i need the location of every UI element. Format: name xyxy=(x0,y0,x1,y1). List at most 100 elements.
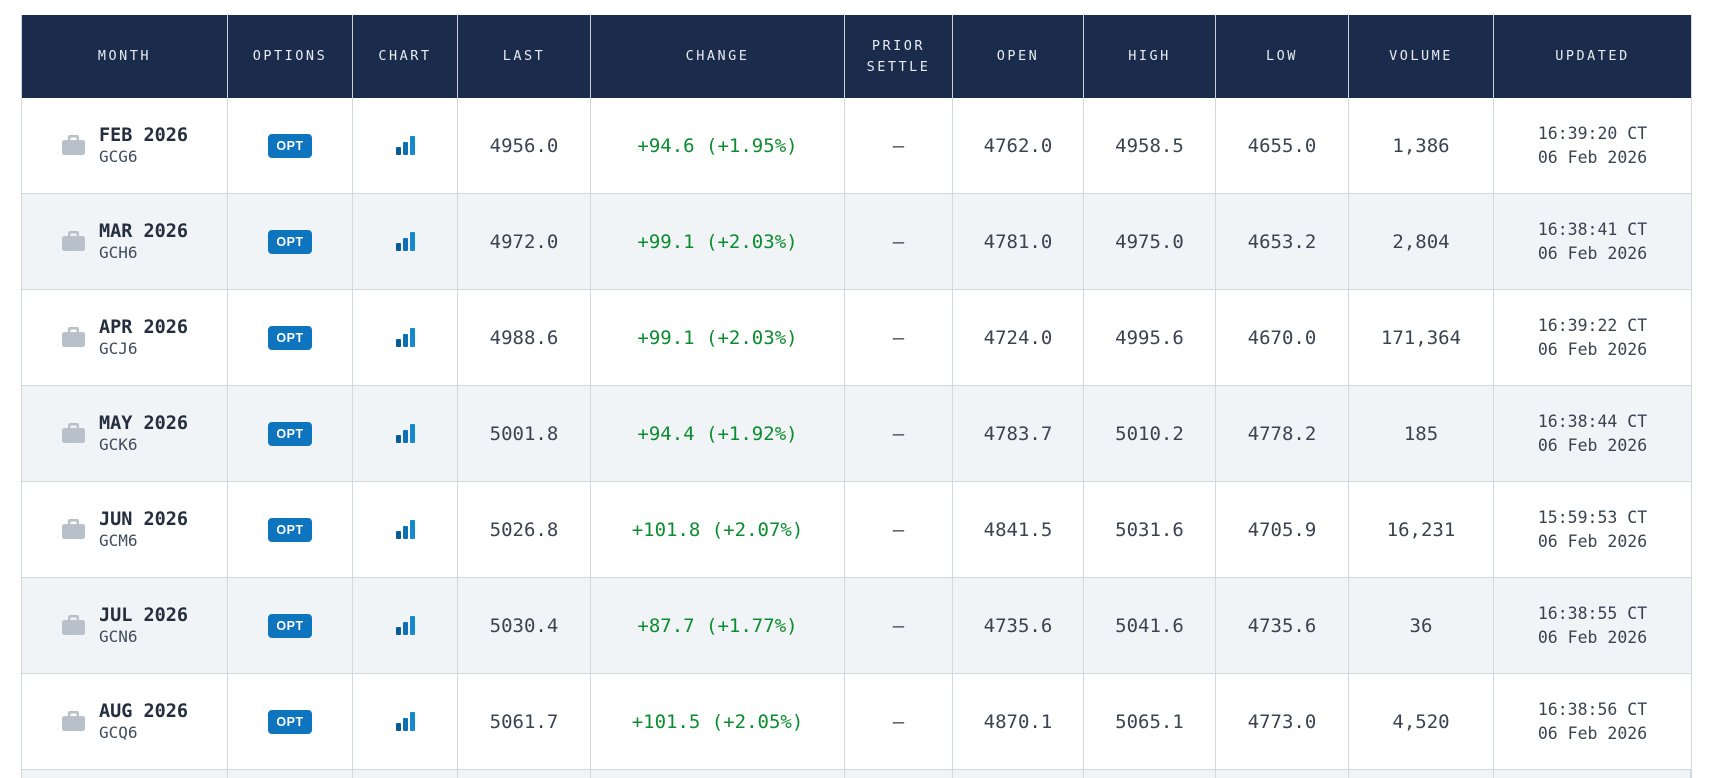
low-price: 4705.9 xyxy=(1216,482,1349,577)
updated-time: 16:38:41 CT xyxy=(1537,219,1648,239)
volume: 171,364 xyxy=(1349,290,1494,385)
options-button[interactable]: OPT xyxy=(268,517,312,542)
change-value: +99.1 (+2.03%) xyxy=(591,290,845,385)
updated-cell: 16:39:20 CT 06 Feb 2026 xyxy=(1494,98,1691,193)
last-price: 5026.8 xyxy=(458,482,591,577)
options-cell: OPT xyxy=(228,98,353,193)
chart-cell xyxy=(353,290,458,385)
column-header-high: HIGH xyxy=(1084,15,1216,98)
month-cell: FEB 2026 GCG6 xyxy=(22,98,228,193)
updated-cell: 15:59:53 CT 06 Feb 2026 xyxy=(1494,482,1691,577)
table-row-partial xyxy=(22,770,1691,778)
options-button[interactable]: OPT xyxy=(268,229,312,254)
open-price: 4841.5 xyxy=(953,482,1084,577)
contract-month[interactable]: AUG 2026 xyxy=(98,700,189,722)
last-price: 4956.0 xyxy=(458,98,591,193)
updated-date: 06 Feb 2026 xyxy=(1537,243,1648,263)
briefcase-icon[interactable] xyxy=(61,327,86,348)
options-button[interactable]: OPT xyxy=(268,709,312,734)
change-value: +87.7 (+1.77%) xyxy=(591,578,845,673)
contract-code: GCJ6 xyxy=(98,339,138,359)
column-header-last: LAST xyxy=(458,15,591,98)
month-cell: MAY 2026 GCK6 xyxy=(22,386,228,481)
chart-cell xyxy=(353,98,458,193)
options-button[interactable]: OPT xyxy=(268,613,312,638)
options-button[interactable]: OPT xyxy=(268,325,312,350)
options-cell: OPT xyxy=(228,578,353,673)
table-row: MAY 2026 GCK6 OPT 5001.8 +94.4 (+1.92%) … xyxy=(22,386,1691,482)
open-price: 4781.0 xyxy=(953,194,1084,289)
contract-month[interactable]: MAR 2026 xyxy=(98,220,189,242)
briefcase-icon[interactable] xyxy=(61,615,86,636)
options-button[interactable]: OPT xyxy=(268,133,312,158)
bar-chart-icon[interactable] xyxy=(395,232,415,251)
column-header-month: MONTH xyxy=(22,15,228,98)
change-value: +101.5 (+2.05%) xyxy=(591,674,845,769)
briefcase-icon[interactable] xyxy=(61,711,86,732)
updated-date: 06 Feb 2026 xyxy=(1537,531,1648,551)
contract-code: GCN6 xyxy=(98,627,138,647)
bar-chart-icon[interactable] xyxy=(395,136,415,155)
last-price: 4988.6 xyxy=(458,290,591,385)
updated-time: 16:38:55 CT xyxy=(1537,603,1648,623)
month-cell: APR 2026 GCJ6 xyxy=(22,290,228,385)
updated-cell: 16:38:56 CT 06 Feb 2026 xyxy=(1494,674,1691,769)
change-value: +101.8 (+2.07%) xyxy=(591,482,845,577)
contract-month[interactable]: JUN 2026 xyxy=(98,508,189,530)
table-row: FEB 2026 GCG6 OPT 4956.0 +94.6 (+1.95%) … xyxy=(22,98,1691,194)
contract-code: GCG6 xyxy=(98,147,138,167)
low-price: 4655.0 xyxy=(1216,98,1349,193)
table-row: AUG 2026 GCQ6 OPT 5061.7 +101.5 (+2.05%)… xyxy=(22,674,1691,770)
contract-code: GCM6 xyxy=(98,531,138,551)
options-cell: OPT xyxy=(228,482,353,577)
chart-cell xyxy=(353,578,458,673)
options-cell: OPT xyxy=(228,386,353,481)
contract-code: GCK6 xyxy=(98,435,138,455)
updated-date: 06 Feb 2026 xyxy=(1537,627,1648,647)
contract-month[interactable]: MAY 2026 xyxy=(98,412,189,434)
volume: 16,231 xyxy=(1349,482,1494,577)
prior-settle: – xyxy=(845,194,953,289)
open-price: 4735.6 xyxy=(953,578,1084,673)
last-price: 5061.7 xyxy=(458,674,591,769)
open-price: 4724.0 xyxy=(953,290,1084,385)
bar-chart-icon[interactable] xyxy=(395,328,415,347)
updated-date: 06 Feb 2026 xyxy=(1537,339,1648,359)
updated-time: 16:38:56 CT xyxy=(1537,699,1648,719)
volume: 36 xyxy=(1349,578,1494,673)
updated-date: 06 Feb 2026 xyxy=(1537,147,1648,167)
briefcase-icon[interactable] xyxy=(61,519,86,540)
volume: 2,804 xyxy=(1349,194,1494,289)
contract-month[interactable]: JUL 2026 xyxy=(98,604,189,626)
bar-chart-icon[interactable] xyxy=(395,520,415,539)
briefcase-icon[interactable] xyxy=(61,135,86,156)
low-price: 4670.0 xyxy=(1216,290,1349,385)
updated-time: 16:39:20 CT xyxy=(1537,123,1648,143)
change-value: +94.4 (+1.92%) xyxy=(591,386,845,481)
low-price: 4735.6 xyxy=(1216,578,1349,673)
high-price: 5010.2 xyxy=(1084,386,1216,481)
briefcase-icon[interactable] xyxy=(61,231,86,252)
options-button[interactable]: OPT xyxy=(268,421,312,446)
prior-settle: – xyxy=(845,482,953,577)
open-price: 4870.1 xyxy=(953,674,1084,769)
column-header-low: LOW xyxy=(1216,15,1349,98)
bar-chart-icon[interactable] xyxy=(395,712,415,731)
bar-chart-icon[interactable] xyxy=(395,424,415,443)
table-row: APR 2026 GCJ6 OPT 4988.6 +99.1 (+2.03%) … xyxy=(22,290,1691,386)
table-row: MAR 2026 GCH6 OPT 4972.0 +99.1 (+2.03%) … xyxy=(22,194,1691,290)
briefcase-icon[interactable] xyxy=(61,423,86,444)
column-header-volume: VOLUME xyxy=(1349,15,1494,98)
options-cell: OPT xyxy=(228,194,353,289)
change-value: +94.6 (+1.95%) xyxy=(591,98,845,193)
column-header-prior-settle: PRIOR SETTLE xyxy=(845,15,953,98)
prior-settle: – xyxy=(845,290,953,385)
chart-cell xyxy=(353,194,458,289)
contract-month[interactable]: APR 2026 xyxy=(98,316,189,338)
contract-month[interactable]: FEB 2026 xyxy=(98,124,189,146)
prior-settle: – xyxy=(845,98,953,193)
bar-chart-icon[interactable] xyxy=(395,616,415,635)
high-price: 5065.1 xyxy=(1084,674,1216,769)
high-price: 4975.0 xyxy=(1084,194,1216,289)
last-price: 4972.0 xyxy=(458,194,591,289)
